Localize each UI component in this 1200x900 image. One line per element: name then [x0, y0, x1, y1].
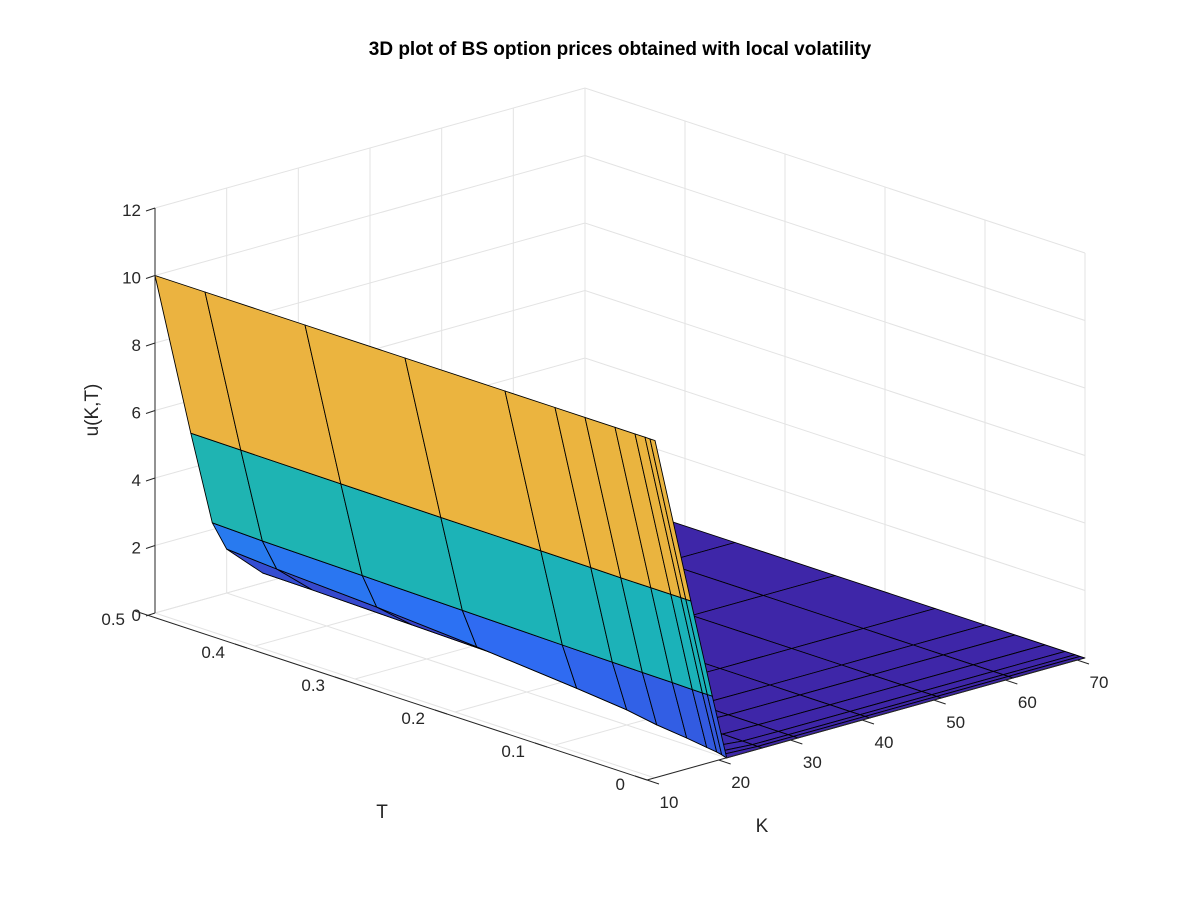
x-tick-label: 40 — [875, 733, 894, 752]
x-tick — [861, 719, 875, 725]
y-tick-label: 0.5 — [101, 610, 125, 629]
y-tick — [334, 676, 348, 682]
x-axis-label: K — [756, 816, 769, 837]
grid-line-k-floor — [154, 612, 656, 779]
axes: 10 20 30 40 50 60 70 0 0.1 0.2 0.3 0.4 0.5 0 2 4 6 8 10 12 — [101, 201, 1108, 812]
y-tick — [234, 643, 248, 649]
z-tick-label: 8 — [132, 336, 141, 355]
z-tick — [145, 545, 156, 549]
y-tick — [634, 775, 648, 781]
x-tick-label: 20 — [731, 773, 750, 792]
y-tick-label: 0.3 — [301, 676, 325, 695]
y-tick-label: 0.1 — [501, 742, 525, 761]
x-tick — [933, 699, 946, 705]
x-tick — [646, 779, 660, 785]
y-tick-label: 0.2 — [401, 709, 425, 728]
x-tick — [1076, 659, 1090, 665]
x-tick-label: 50 — [946, 713, 965, 732]
z-tick — [145, 275, 156, 279]
x-tick — [1005, 679, 1018, 685]
y-tick-label: 0.4 — [201, 643, 225, 662]
y-tick-label: 0 — [616, 775, 625, 794]
y-tick — [534, 742, 548, 748]
x-tick-label: 10 — [660, 793, 679, 812]
z-axis-label: u(K,T) — [82, 384, 103, 437]
z-tick — [145, 342, 156, 347]
grid-line-k-floor — [226, 592, 727, 759]
grid-line-z — [154, 154, 1086, 321]
y-tick — [134, 610, 148, 616]
z-tick — [145, 410, 156, 414]
z-tick-label: 4 — [132, 471, 141, 490]
z-tick-label: 12 — [122, 201, 141, 220]
z-tick-label: 10 — [122, 269, 141, 288]
x-tick — [718, 759, 731, 765]
chart-title: 3D plot of BS option prices obtained wit… — [369, 39, 872, 60]
x-tick — [790, 739, 803, 745]
z-tick-label: 2 — [132, 539, 141, 558]
grid-line-z — [154, 87, 1086, 254]
z-tick-label: 0 — [132, 606, 141, 625]
y-axis-label: T — [376, 802, 388, 823]
x-tick-label: 30 — [803, 753, 822, 772]
z-tick — [145, 612, 156, 617]
y-axis-line — [146, 614, 648, 781]
x-tick-label: 60 — [1018, 693, 1037, 712]
z-tick — [145, 477, 156, 482]
x-tick-label: 70 — [1090, 673, 1109, 692]
z-tick — [145, 207, 156, 212]
z-tick-label: 6 — [132, 404, 141, 423]
surface-patch — [649, 438, 692, 602]
y-tick — [434, 709, 448, 715]
surface — [154, 275, 1086, 759]
